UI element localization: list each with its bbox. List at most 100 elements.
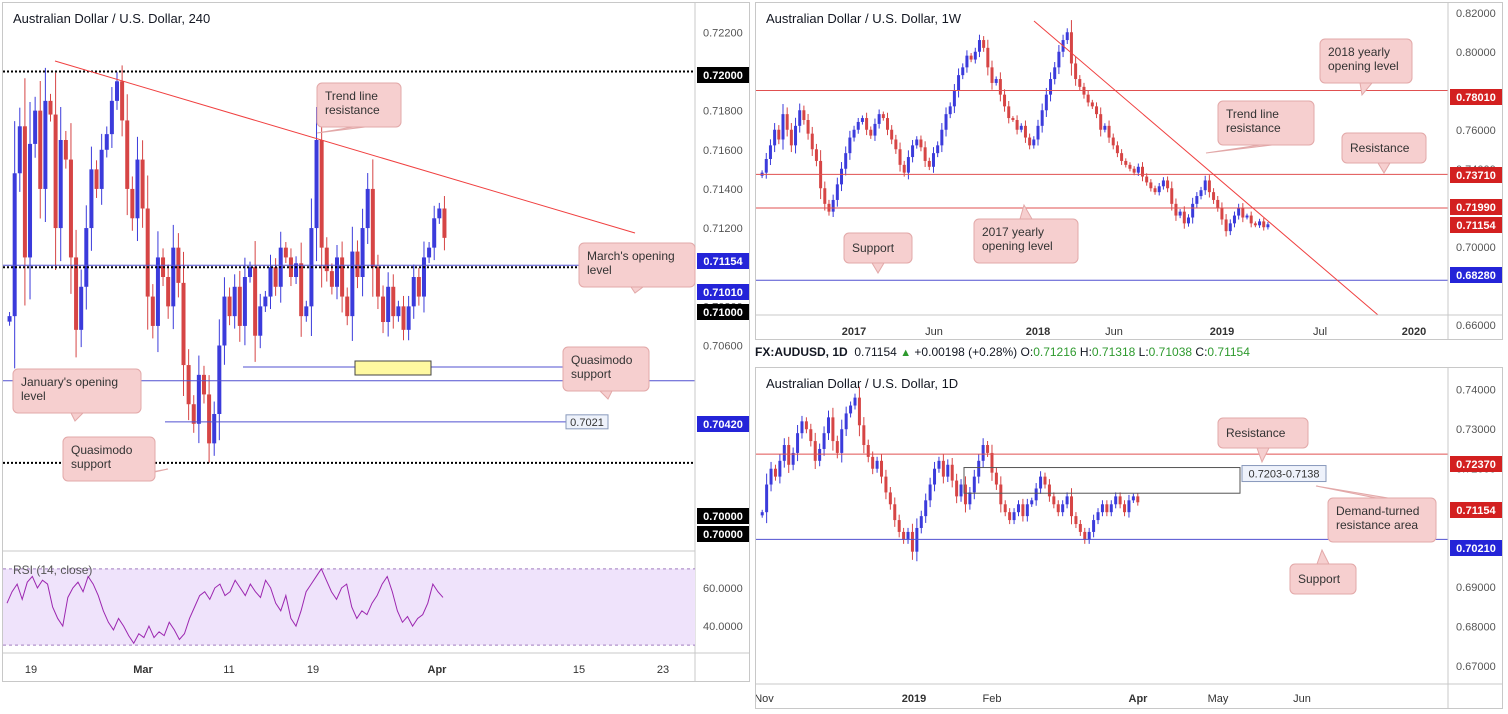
candle-body: [406, 306, 411, 330]
candle-body: [375, 267, 380, 297]
daily-chart[interactable]: 0.7203-0.71380.740000.730000.720000.7100…: [754, 368, 1502, 708]
candle-body: [831, 199, 835, 212]
candle-body: [1030, 500, 1034, 505]
candle-body: [1036, 125, 1040, 140]
time-tick-label: Jun: [1293, 693, 1311, 705]
candle-body: [869, 129, 873, 136]
candle-body: [166, 277, 171, 307]
candle-body: [1074, 516, 1078, 525]
candle-body: [1123, 504, 1127, 513]
candle-body: [1086, 94, 1090, 103]
callout-label: Trend line: [325, 89, 378, 103]
candle-body: [778, 460, 782, 477]
candle-body: [955, 480, 959, 497]
callout-box: [1217, 100, 1315, 146]
candle-body: [1262, 221, 1266, 228]
price-tag: [1450, 199, 1502, 215]
candle-body: [990, 452, 994, 473]
h4-chart-panel[interactable]: 0.70490.70210.722000.718000.716000.71400…: [2, 2, 750, 682]
price-tag: [1450, 502, 1502, 518]
candle-body: [370, 188, 375, 268]
candle-body: [365, 188, 370, 229]
candle-body: [787, 445, 791, 465]
candle-body: [201, 374, 206, 395]
callout-label: Demand-turned: [1336, 504, 1419, 518]
zone-label: 0.7203-0.7138: [1249, 469, 1320, 481]
candle-body: [1025, 504, 1029, 517]
candle-body: [835, 441, 839, 453]
candle-body: [22, 126, 27, 258]
price-tag: [697, 526, 749, 542]
candle-body: [1136, 496, 1140, 503]
price-tick-label: 0.71800: [703, 106, 743, 118]
candle-body: [941, 460, 945, 477]
candle-body: [1007, 106, 1011, 119]
ticker-bar: FX:AUDUSD, 1D 0.71154 ▲ +0.00198 (+0.28%…: [755, 345, 1250, 359]
candle-body: [140, 159, 145, 209]
candle-body: [906, 157, 910, 173]
candle-body: [1105, 504, 1109, 513]
candle-body: [1124, 160, 1128, 165]
candle-body: [1249, 215, 1253, 224]
ticker-last: 0.71154: [854, 345, 897, 359]
price-tag-label: 0.68280: [1456, 270, 1496, 282]
candle-body: [268, 267, 273, 297]
price-tag-label: 0.70210: [1456, 543, 1496, 555]
weekly-chart-panel[interactable]: 0.820000.800000.760000.740000.700000.660…: [755, 2, 1503, 340]
candle-body: [857, 397, 861, 426]
candle-body: [994, 472, 998, 485]
time-tick-label: Apr: [1129, 693, 1149, 705]
price-tag-label: 0.70000: [703, 511, 743, 523]
candle-body: [791, 452, 795, 465]
callout-box: [1341, 132, 1427, 164]
ticker-symbol: FX:AUDUSD, 1D: [755, 345, 848, 359]
callout-pointer: [316, 126, 366, 134]
candle-body: [1161, 180, 1165, 187]
price-tick-label: 0.70000: [1456, 242, 1496, 254]
candle-body: [862, 425, 866, 446]
price-tag-label: 0.73710: [1456, 170, 1496, 182]
candle-body: [273, 267, 278, 287]
time-tick-label: Nov: [756, 693, 774, 705]
candle-body: [48, 100, 53, 115]
candle-body: [125, 120, 130, 189]
candle-body: [1087, 531, 1091, 540]
callout-pointer: [871, 262, 885, 274]
candle-body: [1228, 223, 1232, 232]
candle-body: [401, 306, 406, 330]
price-tag: [697, 67, 749, 83]
weekly-chart[interactable]: 0.820000.800000.760000.740000.700000.660…: [756, 3, 1502, 339]
price-tag-label: 0.72000: [703, 70, 743, 82]
candle-body: [769, 468, 773, 485]
rsi-tick-label: 40.0000: [703, 621, 743, 633]
price-tag-label: 0.71010: [703, 287, 743, 299]
candle-body: [416, 277, 421, 297]
candle-body: [875, 460, 879, 469]
candle-body: [1157, 186, 1161, 193]
h4-chart[interactable]: 0.70490.70210.722000.718000.716000.71400…: [3, 3, 749, 681]
candle-body: [1245, 215, 1249, 218]
candle-body: [12, 173, 17, 317]
callout-label: resistance area: [1336, 518, 1418, 532]
callout-box: [578, 242, 696, 288]
candle-body: [432, 218, 437, 248]
candle-body: [1012, 512, 1016, 521]
up-arrow-icon: ▲: [900, 347, 912, 359]
price-tag: [1450, 540, 1502, 556]
candle-body: [969, 55, 973, 60]
callout-pointer: [1256, 447, 1270, 464]
candle-body: [1096, 512, 1100, 521]
candle-body: [856, 121, 860, 130]
candle-body: [884, 476, 888, 493]
price-tag: [697, 508, 749, 524]
callout-label: 2018 yearly: [1328, 45, 1390, 59]
candle-body: [919, 139, 923, 148]
daily-chart-panel[interactable]: 0.7203-0.71380.740000.730000.720000.7100…: [754, 367, 1503, 709]
candle-body: [232, 286, 237, 317]
price-tag: [1450, 217, 1502, 233]
callout-label: 2017 yearly: [982, 225, 1044, 239]
candle-body: [1199, 190, 1203, 197]
time-tick-label: 2017: [842, 326, 866, 338]
candle-body: [865, 118, 869, 130]
candle-body: [948, 106, 952, 115]
